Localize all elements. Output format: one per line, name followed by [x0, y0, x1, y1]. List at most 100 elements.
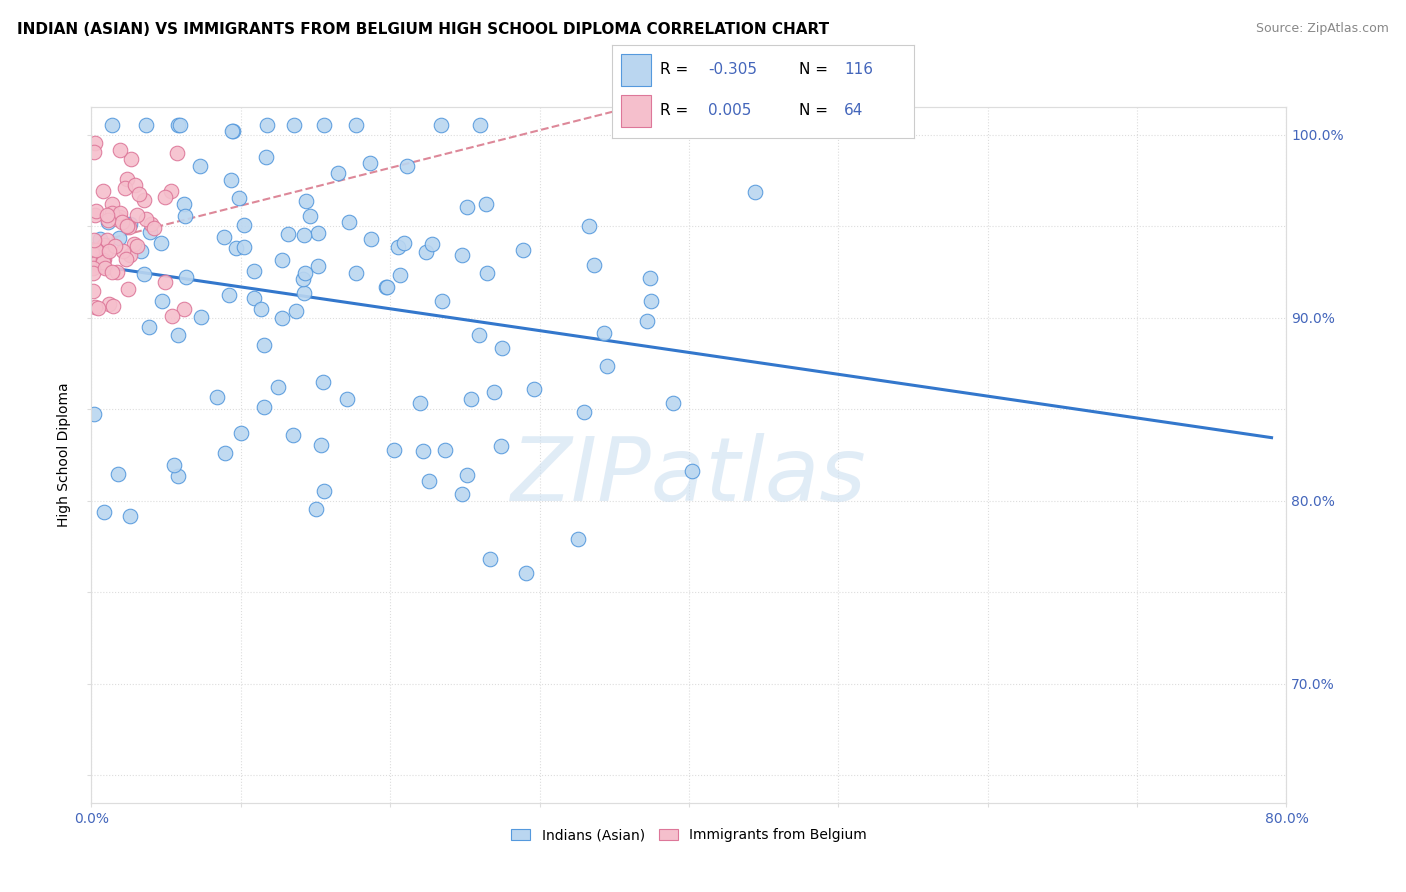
Point: [360, 232, 382, 246]
Point: [96, 244, 118, 258]
Point: [243, 291, 266, 305]
Point: [475, 266, 498, 280]
Point: [97, 213, 120, 227]
Point: [267, 380, 290, 394]
Point: [232, 240, 254, 254]
Point: [387, 239, 409, 253]
Bar: [620, 54, 651, 86]
Point: [214, 446, 236, 460]
Point: [432, 294, 454, 309]
Point: [98, 244, 121, 258]
Point: [173, 210, 195, 224]
Point: [120, 152, 142, 166]
Point: [515, 566, 537, 580]
Point: [468, 119, 491, 133]
Point: [82, 260, 104, 275]
Point: [96, 208, 118, 222]
Point: [167, 469, 190, 483]
Point: [135, 211, 157, 226]
Text: Source: ZipAtlas.com: Source: ZipAtlas.com: [1256, 22, 1389, 36]
Point: [567, 533, 589, 547]
Point: [430, 119, 453, 133]
Point: [83, 233, 105, 247]
Point: [83, 300, 105, 314]
Point: [132, 193, 155, 207]
Point: [91, 260, 114, 274]
Point: [93, 506, 115, 520]
Point: [292, 286, 315, 301]
Point: [117, 282, 139, 296]
Point: [512, 243, 534, 257]
Point: [339, 215, 361, 229]
Point: [160, 310, 183, 324]
Text: -0.305: -0.305: [709, 62, 758, 77]
Point: [111, 215, 134, 229]
Point: [305, 502, 328, 516]
Text: 0.005: 0.005: [709, 103, 752, 118]
Point: [150, 293, 173, 308]
Point: [138, 320, 160, 334]
Point: [127, 208, 149, 222]
Point: [89, 232, 111, 246]
Point: [285, 304, 308, 318]
Point: [336, 392, 359, 406]
Point: [283, 119, 305, 133]
Point: [83, 145, 105, 159]
Point: [190, 310, 212, 324]
Text: R =: R =: [659, 62, 693, 77]
Point: [132, 267, 155, 281]
Point: [382, 442, 405, 457]
Point: [105, 211, 128, 226]
Point: [139, 225, 162, 239]
Point: [167, 328, 190, 343]
Point: [107, 231, 129, 245]
Point: [142, 221, 165, 235]
Point: [91, 255, 114, 269]
Point: [86, 243, 108, 257]
Point: [135, 119, 157, 133]
Point: [96, 215, 118, 229]
Point: [256, 119, 278, 133]
Point: [124, 178, 146, 193]
Point: [253, 400, 276, 414]
Point: [94, 260, 117, 275]
Point: [87, 301, 110, 315]
Point: [87, 258, 110, 272]
Point: [86, 256, 108, 270]
Point: [312, 375, 335, 389]
Point: [129, 244, 152, 258]
Point: [307, 259, 329, 273]
Point: [149, 236, 172, 251]
Text: 64: 64: [845, 103, 863, 118]
Y-axis label: High School Diploma: High School Diploma: [58, 383, 72, 527]
Point: [309, 438, 332, 452]
Point: [100, 265, 122, 279]
Legend: Indians (Asian), Immigrants from Belgium: Indians (Asian), Immigrants from Belgium: [505, 823, 873, 848]
Point: [82, 266, 104, 280]
Point: [166, 119, 188, 133]
Point: [478, 551, 501, 566]
Point: [482, 385, 505, 400]
Point: [93, 238, 115, 252]
Point: [277, 227, 299, 242]
Point: [101, 299, 124, 313]
Text: ZIPatlas: ZIPatlas: [512, 433, 866, 519]
Point: [86, 256, 108, 270]
Point: [96, 234, 118, 248]
Point: [169, 119, 191, 133]
Point: [83, 407, 105, 421]
Point: [221, 124, 243, 138]
Point: [375, 280, 398, 294]
Point: [173, 302, 195, 317]
Point: [214, 230, 236, 244]
Point: [250, 301, 273, 316]
Point: [105, 265, 128, 279]
Point: [101, 119, 124, 133]
Point: [128, 186, 150, 201]
Point: [418, 474, 440, 488]
Point: [583, 258, 606, 272]
Point: [104, 238, 127, 252]
Point: [222, 123, 245, 137]
Text: R =: R =: [659, 103, 693, 118]
Point: [163, 458, 186, 472]
